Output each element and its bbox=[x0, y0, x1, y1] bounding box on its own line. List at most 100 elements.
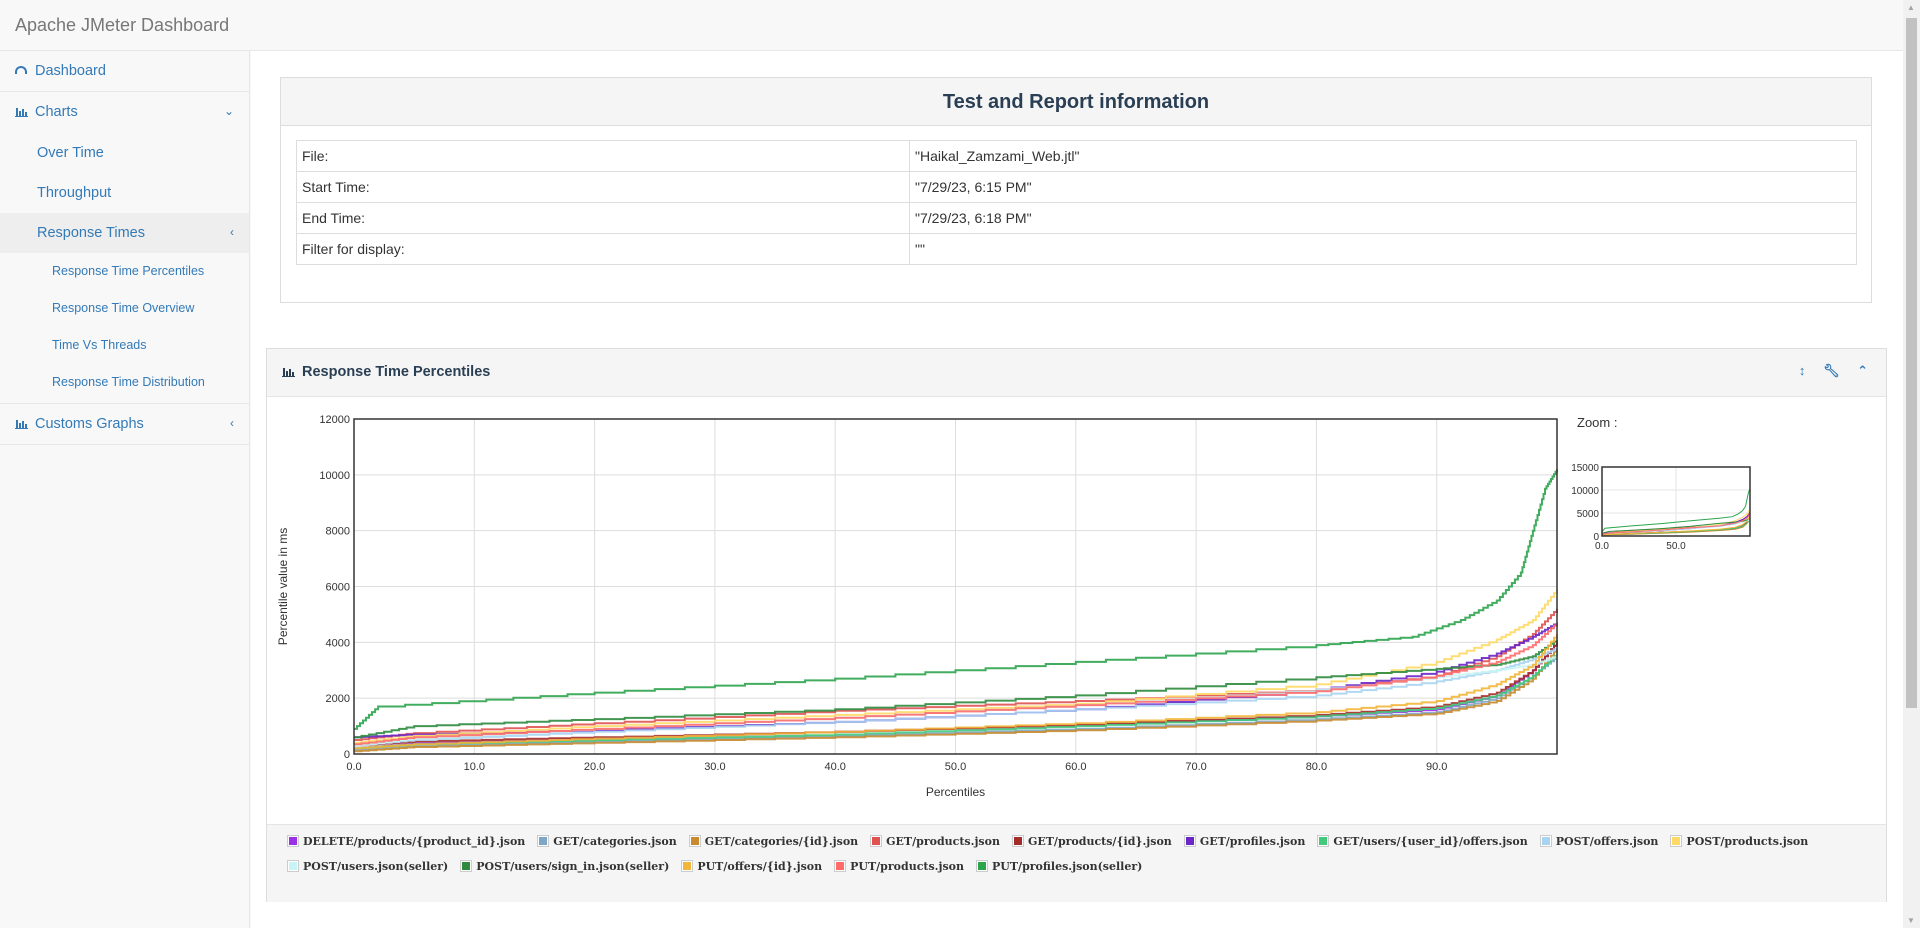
percentiles-chart[interactable]: 0.0 10.0 20.0 30.0 40.0 50.0 60.0 70.0 80.0 90.0 0… bbox=[267, 397, 1887, 823]
legend-item[interactable]: PUT/products.json bbox=[834, 860, 964, 885]
info-table: File: "Haikal_Zamzami_Web.jtl" Start Time… bbox=[296, 140, 1857, 265]
y-tick-label: 12000 bbox=[319, 414, 350, 426]
app-title[interactable]: Apache JMeter Dashboard bbox=[15, 15, 230, 35]
x-tick-label: 0.0 bbox=[346, 761, 361, 773]
sidebar-item-response-time-distribution[interactable]: Response Time Distribution bbox=[0, 364, 249, 403]
x-tick-label: 20.0 bbox=[584, 761, 605, 773]
sidebar-item-label: Response Time Percentiles bbox=[52, 264, 205, 278]
row-value: "7/29/23, 6:18 PM" bbox=[909, 202, 1857, 234]
legend-swatch bbox=[681, 860, 694, 872]
legend-label: POST/products.json bbox=[1686, 835, 1809, 848]
x-tick-label: 90.0 bbox=[1426, 761, 1447, 773]
legend-item[interactable]: PUT/offers/{id}.json bbox=[681, 860, 822, 885]
legend-label: GET/categories/{id}.json bbox=[704, 835, 859, 848]
legend-item[interactable]: POST/offers.json bbox=[1539, 835, 1659, 860]
legend-item[interactable]: PUT/profiles.json(seller) bbox=[976, 860, 1142, 885]
x-tick-label: 50.0 bbox=[945, 761, 966, 773]
x-axis-label: Percentiles bbox=[926, 785, 985, 799]
legend-item[interactable]: DELETE/products/{product_id}.json bbox=[287, 835, 525, 860]
legend-item[interactable]: POST/users/sign_in.json(seller) bbox=[460, 860, 669, 885]
sidebar-item-label: Charts bbox=[35, 104, 78, 120]
legend-swatch bbox=[1183, 835, 1196, 847]
zoom-y-tick: 10000 bbox=[1571, 486, 1599, 497]
panel-tools: ↕ 🔧︎ ⌃ bbox=[1785, 363, 1868, 379]
legend-item[interactable]: GET/categories/{id}.json bbox=[688, 835, 859, 860]
scroll-up-icon[interactable]: ▲ bbox=[1907, 3, 1915, 12]
series-line bbox=[354, 469, 1558, 730]
sidebar-item-time-vs-threads[interactable]: Time Vs Threads bbox=[0, 327, 249, 364]
vertical-scrollbar[interactable]: ▲ ▼ bbox=[1903, 0, 1920, 928]
plot-border bbox=[353, 418, 1558, 755]
series-line bbox=[354, 647, 1558, 753]
legend-label: GET/categories.json bbox=[553, 835, 677, 848]
sidebar-item-charts[interactable]: Charts ⌄ bbox=[0, 92, 249, 133]
legend-label: POST/offers.json bbox=[1555, 835, 1659, 848]
response-time-percentiles-panel: Response Time Percentiles ↕ 🔧︎ ⌃ 0.0 10.0… bbox=[266, 348, 1887, 902]
row-value: "" bbox=[909, 233, 1857, 265]
table-row: End Time: "7/29/23, 6:18 PM" bbox=[296, 202, 1857, 234]
sidebar-item-dashboard[interactable]: Dashboard bbox=[0, 51, 249, 92]
sidebar-item-label: Response Times bbox=[37, 225, 145, 241]
zoom-x-tick: 0.0 bbox=[1595, 541, 1609, 552]
legend-item[interactable]: GET/products.json bbox=[870, 835, 1000, 860]
sidebar-item-over-time[interactable]: Over Time bbox=[0, 133, 249, 173]
top-navbar: Apache JMeter Dashboard bbox=[0, 0, 1903, 51]
legend-item[interactable]: GET/users/{user_id}/offers.json bbox=[1317, 835, 1528, 860]
zoom-series-line bbox=[1601, 514, 1751, 535]
sidebar-item-label: Throughput bbox=[37, 185, 112, 201]
y-tick-label: 0 bbox=[344, 749, 350, 761]
x-tick-label: 40.0 bbox=[824, 761, 845, 773]
legend-label: PUT/offers/{id}.json bbox=[697, 860, 823, 873]
x-tick-label: 30.0 bbox=[704, 761, 725, 773]
scrollbar-thumb[interactable] bbox=[1906, 18, 1917, 708]
sidebar-item-throughput[interactable]: Throughput bbox=[0, 173, 249, 213]
sidebar-item-label: Over Time bbox=[37, 145, 104, 161]
legend-swatch bbox=[1670, 835, 1683, 847]
table-row: File: "Haikal_Zamzami_Web.jtl" bbox=[296, 140, 1857, 172]
chevron-down-icon: ⌄ bbox=[223, 104, 234, 118]
y-tick-label: 10000 bbox=[319, 470, 350, 482]
chevron-up-icon[interactable]: ⌃ bbox=[1857, 363, 1868, 378]
wrench-icon[interactable]: 🔧︎ bbox=[1822, 363, 1840, 378]
zoom-y-tick: 0 bbox=[1593, 532, 1599, 543]
bar-chart-icon bbox=[15, 106, 28, 117]
legend-label: PUT/products.json bbox=[850, 860, 964, 873]
y-tick-label: 2000 bbox=[326, 693, 350, 705]
y-tick-label: 6000 bbox=[326, 582, 350, 594]
series-line bbox=[354, 634, 1558, 750]
x-tick-label: 70.0 bbox=[1185, 761, 1206, 773]
sidebar-item-label: Response Time Overview bbox=[52, 301, 195, 315]
sidebar-item-response-time-overview[interactable]: Response Time Overview bbox=[0, 290, 249, 327]
legend-label: POST/users.json(seller) bbox=[303, 860, 449, 873]
panel-title: Test and Report information bbox=[281, 78, 1871, 126]
sidebar-item-customs-graphs[interactable]: Customs Graphs ‹ bbox=[0, 404, 249, 445]
legend-swatch bbox=[834, 860, 847, 872]
x-tick-label: 10.0 bbox=[464, 761, 485, 773]
sidebar-item-response-times[interactable]: Response Times ‹ bbox=[0, 213, 249, 253]
zoom-series-line bbox=[1601, 516, 1751, 534]
chevron-left-icon: ‹ bbox=[230, 225, 234, 239]
series-line bbox=[354, 589, 1558, 744]
legend-swatch bbox=[870, 835, 883, 847]
legend-swatch bbox=[1539, 835, 1552, 847]
table-row: Filter for display: "" bbox=[296, 233, 1857, 265]
legend-label: DELETE/products/{product_id}.json bbox=[303, 835, 526, 848]
series-line bbox=[354, 622, 1558, 746]
legend-item[interactable]: GET/categories.json bbox=[537, 835, 677, 860]
scroll-down-icon[interactable]: ▼ bbox=[1907, 916, 1915, 925]
legend-item[interactable]: GET/products/{id}.json bbox=[1011, 835, 1172, 860]
main-content: Test and Report information File: "Haikal… bbox=[251, 51, 1903, 928]
legend-item[interactable]: POST/users.json(seller) bbox=[287, 860, 448, 885]
row-label: End Time: bbox=[296, 202, 910, 234]
row-value: "Haikal_Zamzami_Web.jtl" bbox=[909, 140, 1857, 172]
legend-item[interactable]: POST/products.json bbox=[1670, 835, 1808, 860]
legend-item[interactable]: GET/profiles.json bbox=[1183, 835, 1305, 860]
test-report-info-panel: Test and Report information File: "Haikal… bbox=[280, 77, 1872, 303]
row-label: File: bbox=[296, 140, 910, 172]
sidebar-item-label: Dashboard bbox=[35, 63, 106, 79]
y-axis-label: Percentile value in ms bbox=[276, 528, 290, 645]
legend-label: PUT/profiles.json(seller) bbox=[992, 860, 1143, 873]
resize-vertical-icon[interactable]: ↕ bbox=[1798, 363, 1806, 378]
sidebar-item-label: Customs Graphs bbox=[35, 416, 144, 432]
sidebar-item-response-time-percentiles[interactable]: Response Time Percentiles bbox=[0, 253, 249, 290]
